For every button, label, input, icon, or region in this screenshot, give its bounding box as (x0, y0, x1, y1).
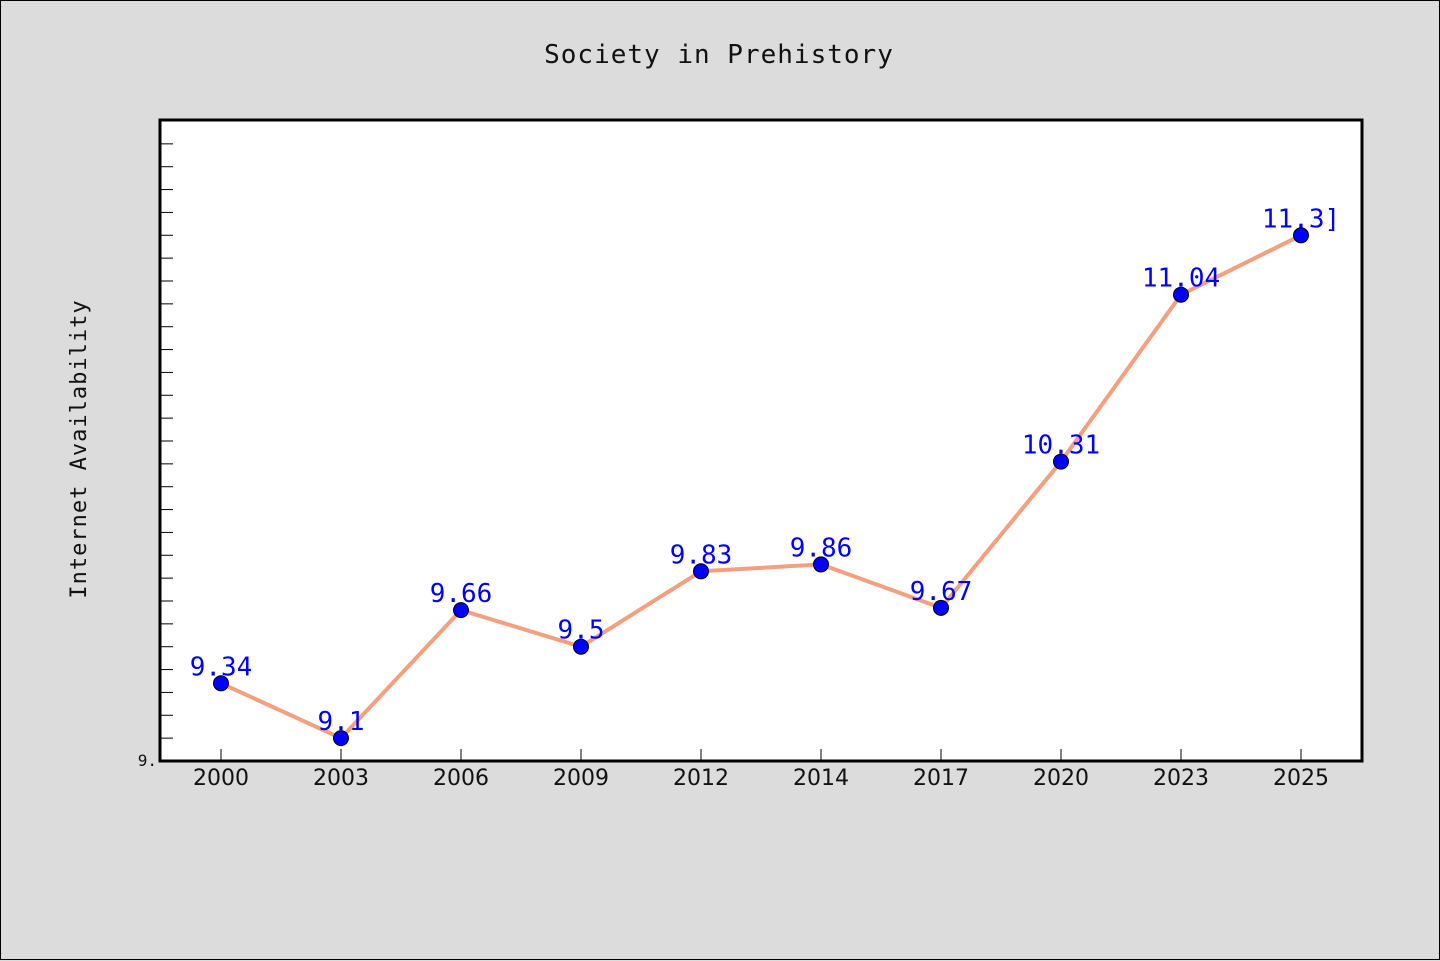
x-tick-label: 2000 (193, 766, 249, 791)
x-tick-label: 2012 (673, 766, 729, 791)
x-tick-label: 2009 (553, 766, 609, 791)
data-label: 9.67 (910, 577, 973, 607)
data-point (1293, 227, 1309, 244)
series-layer (213, 227, 1309, 747)
x-tick-label: 2017 (913, 766, 969, 791)
data-label: 9.1 (318, 707, 365, 737)
x-tick-label: 2003 (313, 766, 369, 791)
y-tick-label: 9. (138, 751, 157, 770)
x-tick-label: 2025 (1273, 766, 1329, 791)
data-point (693, 563, 709, 580)
x-tick-label: 2020 (1033, 766, 1089, 791)
data-label: 9.86 (790, 533, 853, 563)
x-tick-label: 2023 (1153, 766, 1209, 791)
y-axis-label: Internet Availability (67, 299, 92, 598)
x-tick-label: 2006 (433, 766, 489, 791)
data-label: 9.66 (430, 579, 493, 609)
x-axis-ticks: 2000 2003 2006 2009 2012 2014 2017 2020 2023 2025 (193, 749, 1329, 791)
data-label: 9.34 (190, 652, 253, 682)
data-label: 11.04 (1142, 264, 1220, 294)
plot-area (158, 118, 1364, 763)
data-labels: 9.34 9.1 9.66 9.5 9.83 9.86 9.67 10.31 11.04 11.3… (190, 204, 1340, 737)
data-label: 10.31 (1022, 431, 1100, 461)
data-label: 9.5 (558, 616, 605, 646)
y-axis-ticks: 9. (138, 143, 173, 770)
data-point (333, 730, 349, 747)
data-label: 11.3] (1262, 204, 1340, 234)
chart-title: Society in Prehistory (544, 40, 894, 70)
data-point (573, 638, 589, 655)
x-tick-label: 2014 (793, 766, 849, 791)
data-label: 9.83 (670, 540, 733, 570)
data-point (453, 602, 469, 619)
data-point (213, 675, 229, 692)
series-line (220, 233, 1302, 741)
data-point (933, 599, 949, 616)
data-point (1053, 453, 1069, 470)
data-point (813, 556, 829, 573)
data-point (1173, 286, 1189, 303)
